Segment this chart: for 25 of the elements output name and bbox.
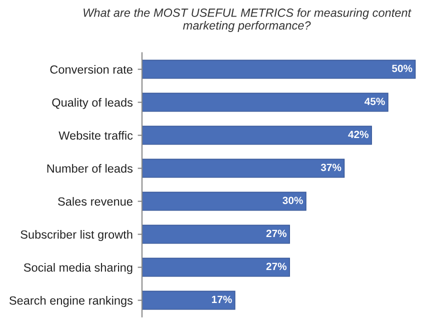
data-label: 42% <box>348 130 369 138</box>
data-label: 17% <box>212 296 232 304</box>
y-tick-label: Conversion rate <box>50 65 132 74</box>
y-tick-label: Sales revenue <box>58 197 132 206</box>
data-label: 27% <box>266 262 287 270</box>
bar <box>142 92 388 112</box>
data-label: 27% <box>266 230 287 238</box>
bar <box>142 126 372 145</box>
y-tick-label: Website traffic <box>58 131 133 140</box>
y-tick-label: Quality of leads <box>52 98 133 110</box>
y-tick-label: Search engine rankings <box>9 296 133 308</box>
bar <box>142 290 236 310</box>
data-label: 50% <box>392 64 412 72</box>
data-label: 45% <box>364 98 385 106</box>
bar <box>142 258 290 277</box>
chart-title: What are the MOST USEFUL METRICS for measuring content marketing performance? <box>84 8 412 32</box>
bar <box>142 192 306 211</box>
y-tick-label: Number of leads <box>47 164 133 173</box>
bar <box>142 224 290 244</box>
data-label: 30% <box>282 196 303 204</box>
y-tick-label: Subscriber list growth <box>20 230 132 242</box>
bar <box>142 158 345 178</box>
bar <box>142 60 416 79</box>
data-label: 37% <box>320 164 342 172</box>
y-tick-label: Social media sharing <box>24 263 132 274</box>
